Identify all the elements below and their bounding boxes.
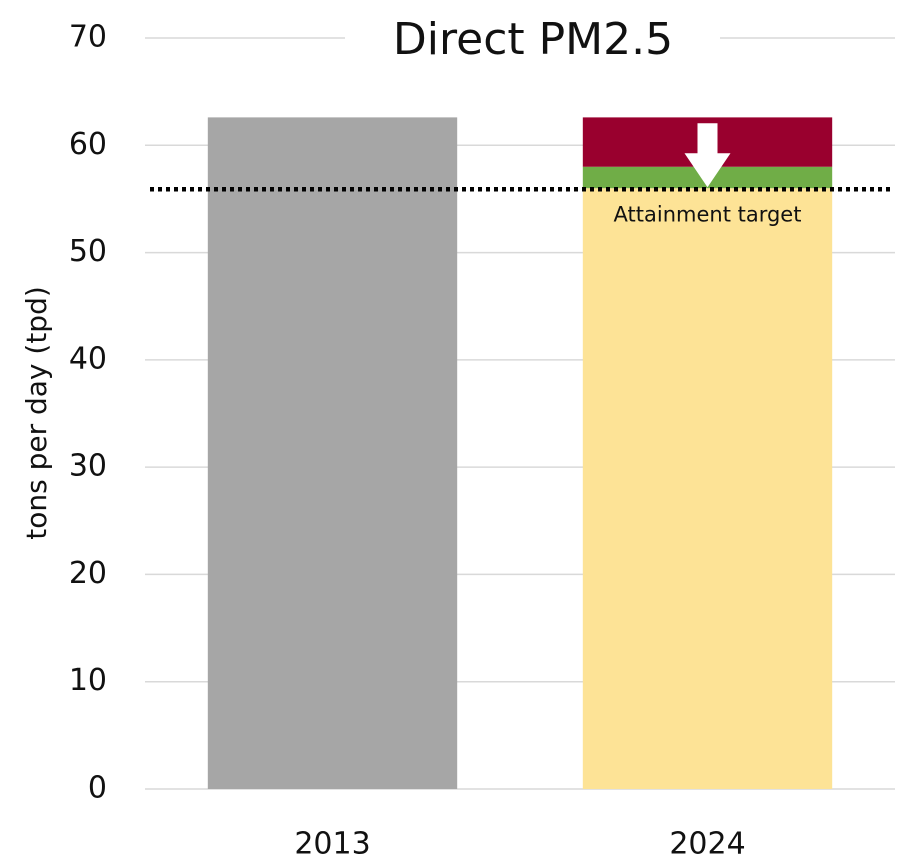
annotation-text: Attainment target [614,202,802,226]
y-tick-label: 40 [69,341,107,376]
y-tick-label: 10 [69,663,107,698]
y-tick-label: 0 [88,771,107,806]
title-background [345,10,720,70]
y-tick-label: 60 [69,127,107,162]
y-tick-label: 50 [69,234,107,269]
y-tick-label: 20 [69,556,107,591]
x-tick-label: 2024 [669,827,745,861]
arrow [684,123,731,188]
chart-title: Direct PM2.5 [393,14,673,65]
bar-segment [207,117,458,790]
y-tick-label: 30 [69,449,107,484]
marks [207,117,833,790]
x-tick-label: 2013 [294,827,370,861]
y-axis-label: tons per day (tpd) [20,286,53,540]
y-tick-label: 70 [69,20,107,55]
bar-segment [582,188,833,789]
